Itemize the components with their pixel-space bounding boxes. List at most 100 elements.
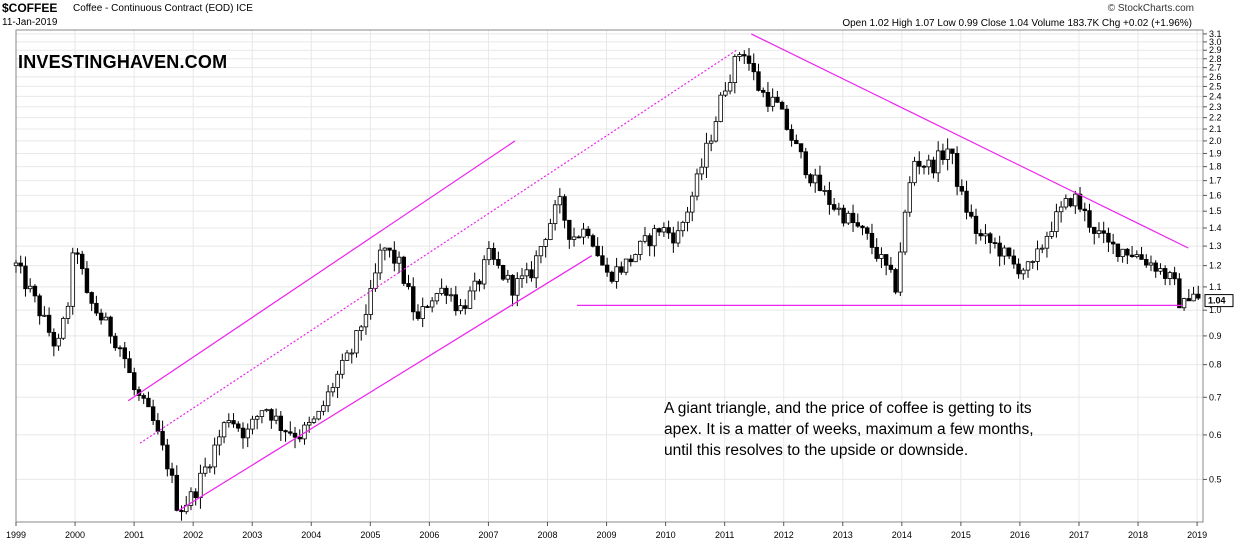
candle-body [1025,261,1031,271]
candle-body [822,190,827,192]
candle-body [254,416,260,420]
candle-body [888,264,894,270]
candle-body [1172,272,1177,280]
candle-body [117,347,123,350]
candle-body [169,468,175,476]
candle-body [893,269,898,293]
candle-body [534,255,539,279]
candle-body [652,228,657,247]
candle-body [600,255,605,266]
candle-body [1040,247,1045,250]
y-tick-label: 1.1 [1209,282,1222,292]
candle-body [217,436,222,446]
candle-body [434,293,440,302]
candle-body [155,420,161,432]
candle-body [27,285,33,290]
candle-body [959,186,965,192]
y-tick-label: 1.8 [1209,162,1222,172]
candle-body [945,148,950,160]
candle-body [165,444,170,470]
candle-body [751,63,756,73]
candle-body [746,55,752,64]
last-price-marker: 1.04 [1204,294,1234,308]
x-tick-label: 2017 [1069,530,1089,540]
x-tick-label: 1999 [6,530,26,540]
candle-body [817,174,823,191]
candle-body [803,151,808,176]
candle-body [699,166,704,175]
candle-body [973,215,979,234]
candle-body [789,129,794,141]
y-tick-label: 0.5 [1209,474,1222,484]
candle-body [552,204,558,224]
y-tick-label: 3.1 [1209,29,1222,39]
candle-body [954,153,960,187]
y-tick-label: 1.3 [1209,241,1222,251]
candle-body [590,235,596,247]
candle-body [146,397,151,408]
candle-body [439,287,444,294]
candle-body [865,227,870,234]
candle-body [586,228,591,237]
candle-body [221,422,227,438]
candle-body [850,212,856,224]
candle-body [198,472,203,498]
candle-body [340,359,345,375]
candle-body [349,352,354,355]
stockcharts-credit: © StockCharts.com [1107,3,1194,14]
x-tick-label: 2002 [183,530,203,540]
x-tick-label: 2011 [715,530,734,540]
chart-date: 11-Jan-2019 [2,17,58,28]
candle-body [401,256,406,284]
candle-body [330,387,336,393]
candle-body [704,142,709,168]
y-tick-label: 2.2 [1209,113,1222,123]
candle-body [359,326,364,331]
candle-body [992,242,998,244]
candle-body [869,232,875,248]
y-tick-label: 0.7 [1209,392,1222,402]
candle-body [1030,261,1035,263]
candle-body [562,196,567,221]
candle-body [798,143,804,153]
candle-body [1153,262,1158,272]
x-tick-label: 2019 [1187,530,1207,540]
candle-body [477,280,482,285]
last-price-box [1204,294,1234,308]
y-tick-label: 2.7 [1209,63,1222,73]
candle-body [935,150,941,174]
candle-body [543,239,548,247]
candle-body [505,274,511,280]
y-tick-label: 3.0 [1209,37,1222,47]
x-tick-label: 2009 [597,530,617,540]
candle-body [1006,247,1012,257]
candle-body [997,242,1002,257]
candle-body [240,427,246,439]
candle-body [1120,248,1125,258]
candle-body [481,259,487,285]
candle-body [1063,198,1069,208]
candle-body [1082,208,1087,212]
candle-body [368,288,373,315]
candle-body [113,335,118,349]
candle-body [98,312,104,321]
candle-body [1096,230,1102,234]
candle-body [373,272,378,289]
candle-body [1158,268,1163,272]
x-tick-label: 2001 [124,530,144,540]
candle-body [931,159,936,174]
candle-body [656,228,662,233]
candle-body [202,466,208,474]
candle-body [1134,254,1139,258]
candle-body [406,283,411,288]
candle-body [321,405,326,412]
x-tick-label: 2004 [301,530,321,540]
candle-body [964,190,969,213]
candle-body [765,91,771,107]
candle-body [742,54,747,57]
candle-body [1068,198,1073,207]
candle-body [94,302,99,314]
candle-body [727,82,733,92]
candle-body [1016,263,1021,275]
